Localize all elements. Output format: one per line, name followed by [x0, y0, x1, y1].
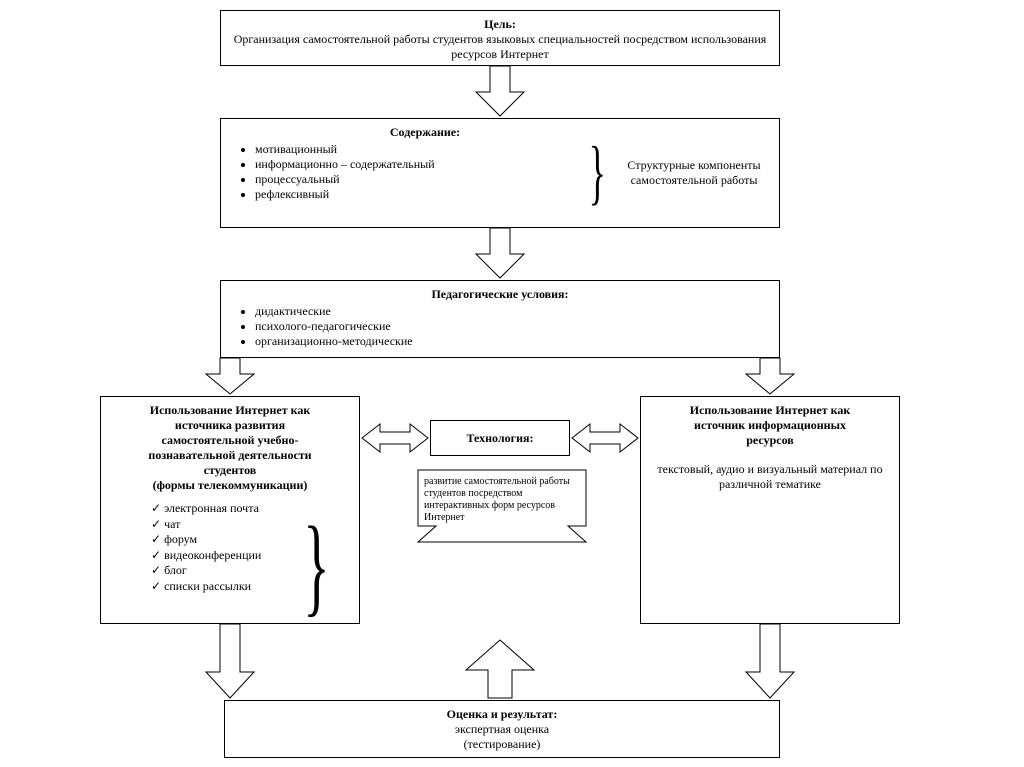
- arrow-goal-content: [470, 66, 530, 118]
- node-conditions: Педагогические условия: дидактические пс…: [220, 280, 780, 358]
- left-use-title-line: студентов: [204, 463, 257, 477]
- arrow-conditions-left: [200, 358, 260, 396]
- left-use-title-line: самостоятельной учебно-: [162, 433, 299, 447]
- technology-title: Технология:: [467, 431, 534, 446]
- conditions-bullet: психолого-педагогические: [255, 319, 769, 334]
- node-content: Содержание: мотивационный информационно …: [220, 118, 780, 228]
- right-use-title-line: Использование Интернет как: [690, 403, 851, 417]
- conditions-bullet: организационно-методические: [255, 334, 769, 349]
- arrow-tech-left: [362, 424, 428, 452]
- node-right-use: Использование Интернет как источник инфо…: [640, 396, 900, 624]
- left-use-title: Использование Интернет как источника раз…: [111, 403, 349, 493]
- right-use-title-line: источник информационных: [694, 418, 846, 432]
- left-use-brace-icon: }: [303, 510, 329, 620]
- arrow-tech-right: [572, 424, 638, 452]
- content-bullet: мотивационный: [255, 142, 619, 157]
- left-use-title-line: познавательной деятельности: [148, 448, 311, 462]
- content-bullet: рефлексивный: [255, 187, 619, 202]
- left-use-title-line: Использование Интернет как: [150, 403, 311, 417]
- conditions-title: Педагогические условия:: [231, 287, 769, 302]
- content-aside: Структурные компоненты самостоятельной р…: [619, 125, 769, 221]
- goal-text: Организация самостоятельной работы студе…: [231, 32, 769, 62]
- node-goal: Цель: Организация самостоятельной работы…: [220, 10, 780, 66]
- right-use-title-line: ресурсов: [746, 433, 794, 447]
- conditions-bullet: дидактические: [255, 304, 769, 319]
- content-bullet: информационно – содержательный: [255, 157, 619, 172]
- arrow-right-result: [740, 624, 800, 700]
- result-title: Оценка и результат:: [235, 707, 769, 722]
- left-use-title-line: (формы телекоммуникации): [153, 478, 308, 492]
- left-use-title-line: источника развития: [175, 418, 285, 432]
- arrow-left-result: [200, 624, 260, 700]
- goal-title: Цель:: [231, 17, 769, 32]
- conditions-bullets: дидактические психолого-педагогические о…: [255, 304, 769, 349]
- node-technology: Технология:: [430, 420, 570, 456]
- result-line1: экспертная оценка: [235, 722, 769, 737]
- result-line2: (тестирование): [235, 737, 769, 752]
- right-use-title: Использование Интернет как источник инфо…: [651, 403, 889, 448]
- content-brace-icon: }: [589, 136, 606, 208]
- content-bullet: процессуальный: [255, 172, 619, 187]
- arrow-conditions-right: [740, 358, 800, 396]
- content-title: Содержание:: [231, 125, 619, 140]
- arrow-result-up: [460, 640, 540, 700]
- node-result: Оценка и результат: экспертная оценка (т…: [224, 700, 780, 758]
- right-use-text: текстовый, аудио и визуальный материал п…: [651, 462, 889, 492]
- arrow-content-conditions: [470, 228, 530, 280]
- content-bullets: мотивационный информационно – содержател…: [255, 142, 619, 202]
- tech-note-text: развитие самостоятельной работы студенто…: [424, 476, 580, 524]
